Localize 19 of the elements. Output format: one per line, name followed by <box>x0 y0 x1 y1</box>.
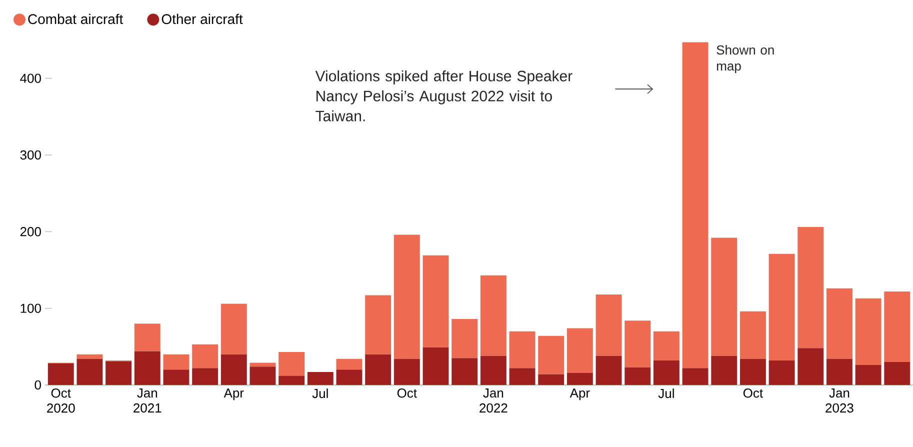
y-tick-label: 400 <box>20 74 41 83</box>
x-tick-label: Apr <box>570 388 590 400</box>
y-tick-label: 0 <box>34 380 41 390</box>
x-tick-label: Oct <box>397 388 417 398</box>
annotation: Shown on map <box>716 45 774 74</box>
x-tick-label: Jan 2023 <box>826 388 854 413</box>
x-tick-label: Jan 2022 <box>480 388 508 413</box>
legend-label: Other aircraft <box>162 14 243 24</box>
y-tick-label: 100 <box>20 304 41 313</box>
y-tick-label: 200 <box>20 227 41 236</box>
x-tick-label: Jul <box>312 388 328 398</box>
x-tick-label: Jan 2021 <box>134 388 162 413</box>
legend-label: Combat aircraft <box>28 14 124 24</box>
x-tick-label: Jul <box>658 388 674 398</box>
x-tick-label: Oct <box>743 388 763 398</box>
x-tick-label: Apr <box>224 388 244 400</box>
y-tick-label: 300 <box>20 150 41 160</box>
annotation: Violations spiked after House Speaker Nancy Pelosi’s August 2022 visit to Taiwan. <box>315 70 572 122</box>
x-tick-label: Oct 2020 <box>47 388 75 413</box>
